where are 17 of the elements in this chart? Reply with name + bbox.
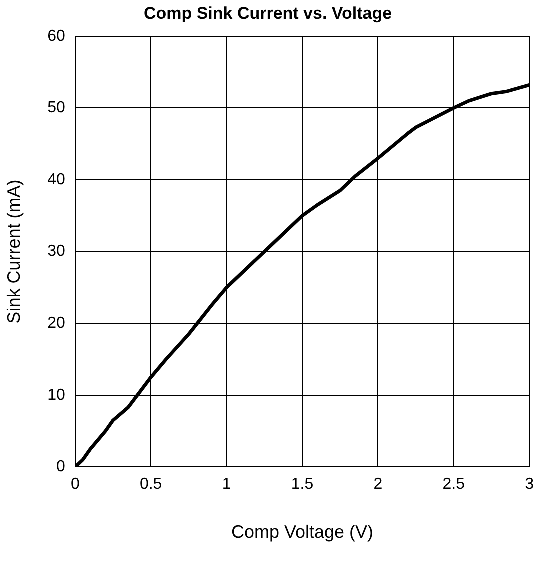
x-tick-label: 1.5 — [291, 476, 314, 494]
y-tick-label: 0 — [56, 458, 66, 476]
y-tick-label: 30 — [48, 243, 66, 260]
y-tick-label: 60 — [48, 28, 66, 45]
x-tick-label: 0 — [70, 476, 80, 494]
x-tick-label: 0.5 — [140, 476, 162, 494]
y-tick-label: 10 — [48, 386, 66, 404]
x-tick-label: 2.5 — [442, 476, 466, 494]
x-tick-label: 3 — [525, 476, 534, 494]
y-tick-label: 50 — [48, 100, 66, 117]
y-tick-label: 20 — [48, 315, 66, 332]
x-axis-title: Comp Voltage (V) — [231, 522, 374, 542]
y-tick-label: 40 — [48, 171, 66, 188]
chart-title: Comp Sink Current vs. Voltage — [144, 4, 392, 23]
x-tick-label: 1 — [222, 476, 232, 494]
y-axis-title: Sink Current (mA) — [4, 180, 24, 324]
x-tick-label: 2 — [374, 476, 383, 494]
